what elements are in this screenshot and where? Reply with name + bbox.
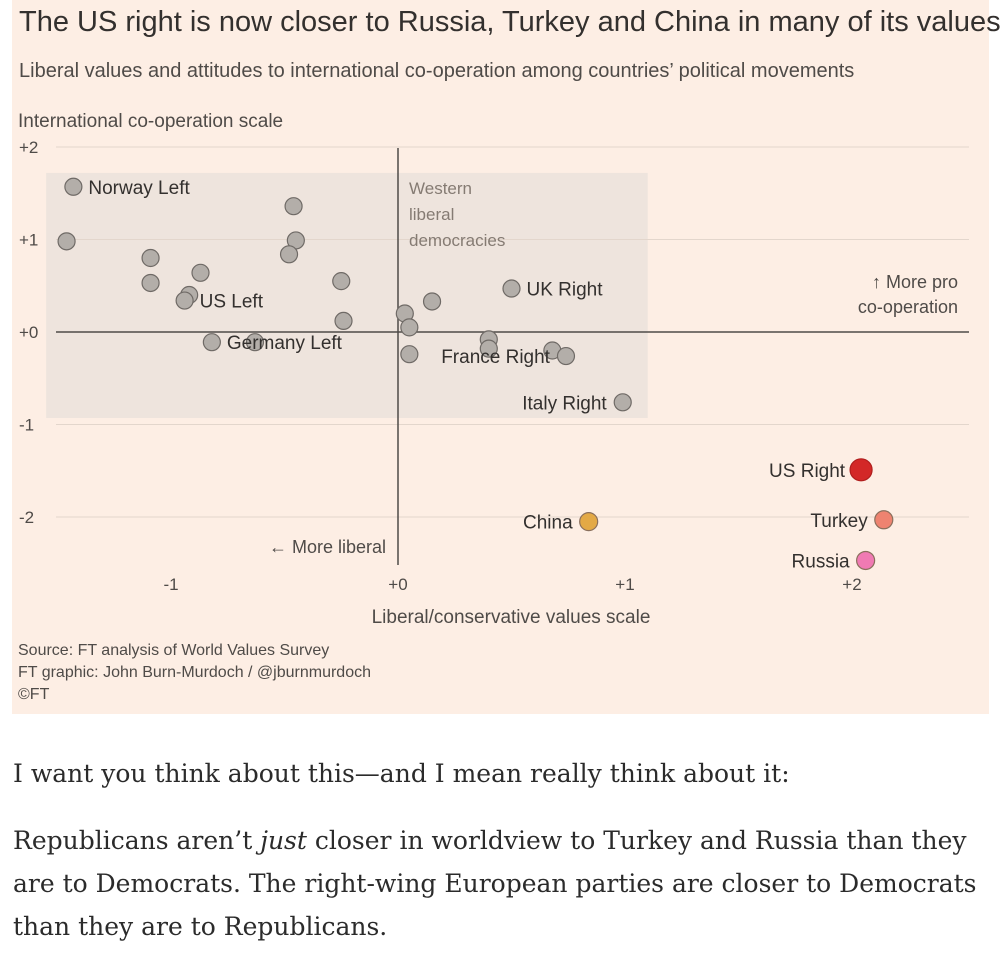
data-point bbox=[856, 550, 876, 571]
article-text: closer in worldview to Turkey and Russia… bbox=[13, 826, 977, 941]
annotation-more-pro: ↑ More pro bbox=[872, 272, 958, 292]
chart-title: The US right is now closer to Russia, Tu… bbox=[19, 6, 1000, 38]
y-tick-label: +2 bbox=[19, 138, 38, 157]
data-label: Russia bbox=[792, 551, 851, 572]
data-point bbox=[502, 279, 521, 298]
scatter-plot: Western liberal democracies +2 +1 +0 -1 -2 -1 +0… bbox=[19, 138, 969, 628]
region-label-line: Western bbox=[409, 179, 472, 198]
article-paragraph: Republicans aren’t just closer in worldv… bbox=[13, 819, 983, 948]
data-label: US Left bbox=[200, 292, 264, 313]
data-points bbox=[57, 177, 894, 571]
data-point bbox=[400, 345, 419, 364]
data-point bbox=[279, 245, 299, 264]
data-point bbox=[175, 291, 194, 310]
data-point bbox=[332, 272, 351, 291]
data-point bbox=[141, 273, 160, 293]
data-label: Turkey bbox=[810, 511, 868, 532]
data-point bbox=[191, 263, 210, 282]
data-point bbox=[874, 510, 894, 530]
y-tick-label: +0 bbox=[19, 323, 38, 342]
data-label: UK Right bbox=[527, 280, 604, 301]
data-point bbox=[141, 248, 160, 268]
data-label: Germany Left bbox=[227, 333, 343, 354]
y-tick-label: -1 bbox=[19, 416, 34, 435]
annotation-co-operation: co-operation bbox=[858, 297, 958, 317]
region-label-line: democracies bbox=[409, 231, 505, 250]
tick-labels: +2 +1 +0 -1 -2 -1 +0 +1 +2 bbox=[19, 138, 862, 594]
annotations: ↑ More pro co-operation ← More liberal bbox=[269, 272, 958, 557]
data-label: Norway Left bbox=[88, 178, 190, 199]
source-notes: Source: FT analysis of World Values Surv… bbox=[18, 640, 371, 706]
region-label: Western liberal democracies bbox=[409, 179, 505, 250]
data-point bbox=[245, 333, 265, 352]
data-point bbox=[613, 393, 632, 412]
source-line: Source: FT analysis of World Values Surv… bbox=[18, 642, 330, 659]
western-liberal-region bbox=[46, 172, 648, 419]
data-label: France Right bbox=[441, 347, 550, 368]
annotation-more-liberal: ← More liberal bbox=[269, 537, 386, 557]
data-point bbox=[479, 339, 498, 358]
chart-subtitle: Liberal values and attitudes to internat… bbox=[19, 60, 855, 82]
article-emphasis: just bbox=[260, 826, 307, 855]
x-tick-label: -1 bbox=[163, 575, 178, 594]
region-label-line: liberal bbox=[409, 205, 454, 224]
article-paragraph: I want you think about this—and I mean r… bbox=[13, 759, 790, 788]
data-point bbox=[57, 232, 76, 251]
data-point bbox=[422, 292, 442, 311]
data-label: US Right bbox=[769, 461, 846, 482]
data-point bbox=[284, 197, 303, 216]
copyright: ©FT bbox=[18, 686, 50, 703]
chart-figure: The US right is now closer to Russia, Tu… bbox=[12, 0, 1000, 714]
x-tick-label: +1 bbox=[615, 575, 634, 594]
article-body: I want you think about this—and I mean r… bbox=[13, 752, 983, 972]
data-point bbox=[64, 177, 83, 196]
y-axis-label: International co-operation scale bbox=[18, 111, 284, 132]
data-point bbox=[579, 512, 599, 532]
x-axis-label: Liberal/conservative values scale bbox=[372, 607, 651, 628]
gridlines bbox=[56, 146, 969, 518]
data-point bbox=[202, 333, 221, 352]
axes bbox=[56, 148, 969, 565]
data-label: China bbox=[523, 513, 573, 534]
x-tick-label: +2 bbox=[842, 575, 861, 594]
data-label: Italy Right bbox=[522, 393, 607, 414]
data-labels: Norway Left US Left Germany Left France Rig… bbox=[88, 178, 868, 573]
graphic-credit: FT graphic: John Burn-Murdoch / @jburnmu… bbox=[18, 664, 371, 681]
data-point bbox=[334, 311, 353, 330]
article-text: Republicans aren’t bbox=[13, 826, 261, 855]
x-tick-label: +0 bbox=[388, 575, 407, 594]
data-point bbox=[400, 318, 419, 337]
data-point bbox=[556, 346, 576, 366]
y-tick-label: -2 bbox=[19, 508, 34, 527]
data-point bbox=[849, 458, 873, 482]
y-tick-label: +1 bbox=[19, 231, 38, 250]
